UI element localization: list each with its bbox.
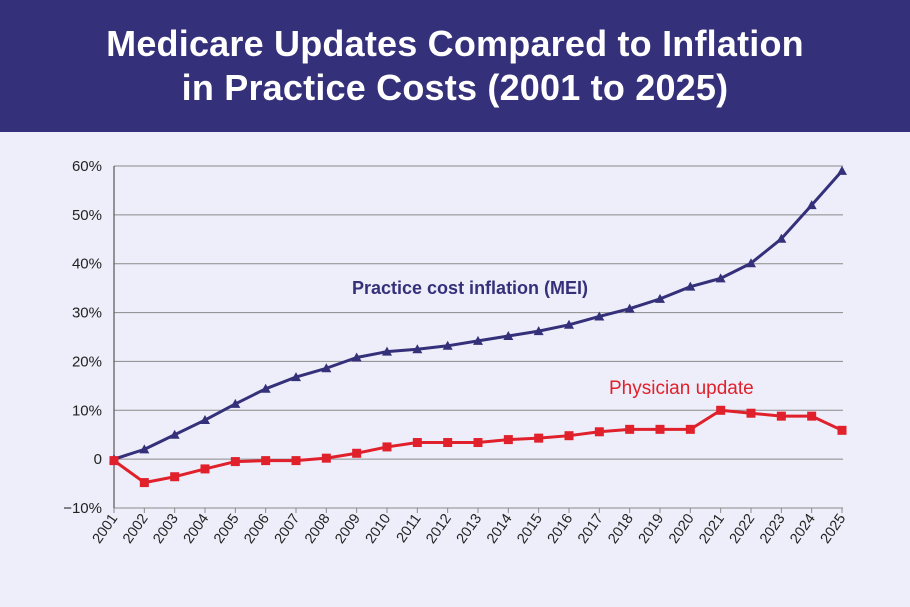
x-tick-label: 2023 — [757, 511, 789, 547]
mei-point — [746, 258, 756, 268]
physician-update-point — [382, 442, 392, 452]
physician-update-point — [139, 478, 149, 488]
physician-update-point — [716, 405, 726, 415]
mei-point — [564, 319, 574, 329]
mei-point — [169, 429, 180, 439]
x-tick-label: 2016 — [545, 511, 577, 547]
chart-title-line-1: Medicare Updates Compared to Inflation — [106, 23, 804, 64]
x-tick-label: 2011 — [394, 511, 425, 546]
x-tick-label: 2007 — [272, 511, 304, 547]
physician-update-point — [807, 411, 817, 421]
physician-update-point — [534, 433, 544, 443]
mei-point — [624, 303, 635, 313]
chart-title-line-2: in Practice Costs (2001 to 2025) — [181, 67, 729, 108]
x-tick-label: 2017 — [575, 511, 607, 547]
y-tick-label: 10% — [72, 402, 102, 419]
physician-update-point — [291, 456, 301, 466]
mei-point — [139, 444, 150, 454]
mei-point — [806, 200, 817, 210]
mei-point — [776, 233, 787, 243]
chart-header: Medicare Updates Compared to Inflation i… — [0, 0, 910, 132]
mei-point — [351, 352, 362, 362]
mei-point — [685, 281, 696, 291]
physician-update-point — [625, 424, 635, 434]
x-tick-label: 2014 — [484, 511, 516, 547]
mei-point — [442, 340, 453, 350]
physician-update-point — [230, 457, 240, 467]
mei-point — [473, 335, 483, 345]
line-chart: 60%50%40%30%20%10%0−10%20012002200320042… — [63, 158, 850, 547]
x-tick-label: 2003 — [150, 511, 182, 547]
physician-update-point — [564, 431, 574, 441]
y-tick-label: 0 — [94, 451, 102, 468]
x-tick-label: 2004 — [181, 511, 213, 547]
x-tick-label: 2019 — [636, 511, 668, 547]
mei-line — [113, 169, 844, 461]
mei-series-label: Practice cost inflation (MEI) — [352, 278, 588, 298]
physician-update-point — [200, 464, 210, 474]
mei-point — [412, 344, 423, 354]
mei-point — [715, 273, 726, 283]
y-tick-label: 60% — [72, 158, 102, 175]
physician-update-point — [685, 424, 695, 434]
physician-update-point — [594, 427, 604, 437]
physician-update-point — [170, 472, 180, 482]
x-tick-label: 2025 — [818, 511, 850, 547]
mei-point — [260, 383, 271, 393]
y-tick-label: 50% — [72, 207, 102, 224]
chart-area: 60% 50% 40% 30% 20% 10% 0 −10% 2001 2002 2003 2004 2… — [0, 132, 910, 607]
mei-point — [200, 415, 210, 425]
mei-point — [321, 363, 332, 373]
mei-point — [382, 346, 392, 356]
y-tick-label: −10% — [63, 500, 102, 517]
mei-point — [230, 398, 241, 408]
physician-update-point — [655, 424, 665, 434]
x-tick-label: 2015 — [514, 511, 546, 547]
physician-update-point — [412, 438, 422, 448]
x-tick-label: 2018 — [605, 511, 637, 547]
x-tick-label: 2009 — [332, 511, 364, 547]
physician-update-point — [261, 456, 271, 466]
x-tick-label: 2013 — [454, 511, 486, 547]
x-tick-label: 2008 — [302, 511, 334, 547]
y-tick-label: 40% — [72, 256, 102, 273]
mei-point — [655, 293, 665, 303]
physician-update-series-label: Physician update — [609, 378, 754, 399]
physician-update-point — [109, 456, 119, 466]
x-tick-label: 2020 — [666, 511, 698, 547]
physician-update-point — [503, 435, 513, 445]
x-tick-label: 2022 — [727, 511, 759, 547]
physician-update-point — [352, 448, 362, 458]
x-tick-label: 2021 — [696, 511, 728, 547]
physician-update-point — [443, 438, 453, 448]
mei-point — [503, 331, 514, 341]
x-tick-label: 2005 — [211, 511, 243, 547]
physician-update-point — [776, 411, 786, 421]
x-tick-label: 2002 — [120, 511, 152, 547]
mei-point — [291, 372, 301, 382]
physician-update-point — [321, 453, 331, 463]
mei-point — [837, 165, 847, 175]
x-tick-label: 2024 — [787, 511, 819, 547]
x-tick-label: 2010 — [363, 511, 395, 547]
physician-update-point — [746, 408, 756, 418]
y-tick-label: 30% — [72, 305, 102, 322]
physician-update-point — [837, 425, 847, 435]
x-tick-label: 2006 — [241, 511, 273, 547]
mei-point — [594, 311, 605, 321]
mei-point — [533, 326, 544, 336]
physician-update-point — [473, 438, 483, 448]
y-tick-label: 20% — [72, 353, 102, 370]
x-tick-label: 2012 — [423, 511, 455, 547]
